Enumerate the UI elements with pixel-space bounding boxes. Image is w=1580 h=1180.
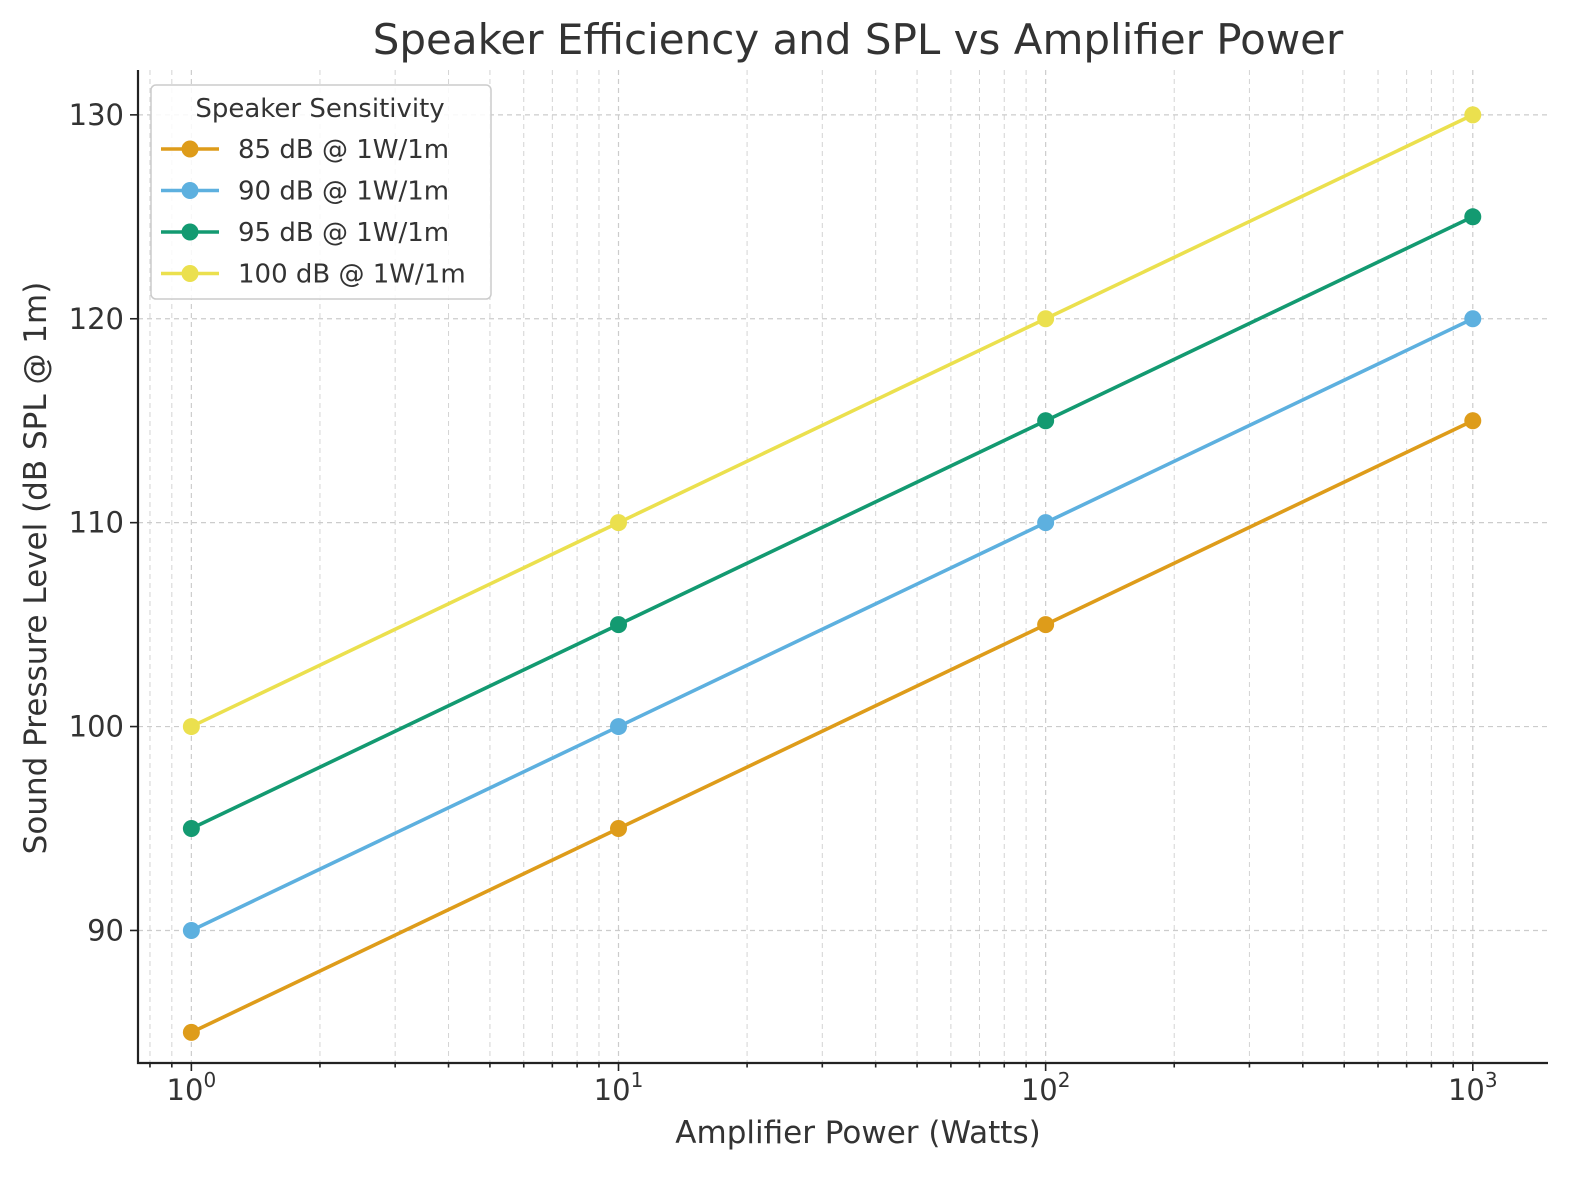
series-3 [182,106,1482,736]
data-point [1464,208,1482,226]
series-line [190,419,1474,1035]
x-tick-label: 100 [167,1068,217,1107]
data-point [182,820,200,838]
y-tick-label: 90 [87,913,124,947]
legend-label: 85 dB @ 1W/1m [238,135,449,165]
legend-label: 90 dB @ 1W/1m [238,177,449,207]
series-0 [182,412,1482,1041]
y-tick-label: 130 [69,98,124,132]
axis-spines [136,70,1548,1065]
series-layer [182,106,1482,1041]
series-2 [182,208,1482,838]
legend-item: 100 dB @ 1W/1m [161,260,466,290]
chart-title: Speaker Efficiency and SPL vs Amplifier … [373,15,1344,64]
x-tick-base: 10 [167,1073,204,1107]
x-tick-label: 102 [1021,1068,1071,1107]
legend-swatch-marker [181,140,199,158]
x-tick-exponent: 2 [1058,1068,1071,1092]
series-line [190,317,1474,933]
data-point [610,820,628,838]
x-tick-exponent: 1 [631,1068,644,1092]
legend-swatch-marker [181,182,199,199]
x-tick-label: 103 [1448,1068,1498,1107]
series-line [190,113,1474,729]
series-line [190,215,1474,831]
y-axis-label: Sound Pressure Level (dB SPL @ 1m) [18,282,54,855]
axes [136,70,1548,1065]
data-point [610,616,628,634]
x-tick-label: 101 [594,1068,644,1107]
y-tick-label: 120 [69,302,124,336]
data-point [1037,616,1055,634]
legend-swatch-marker [181,223,199,241]
legend-item: 85 dB @ 1W/1m [161,135,449,165]
legend-swatch-marker [181,265,199,282]
data-point [1464,106,1482,124]
data-point [1037,412,1055,430]
x-tick-base: 10 [1448,1073,1485,1107]
legend-frame [150,84,492,300]
data-point [1037,514,1055,532]
data-point [182,718,200,736]
x-tick-base: 10 [594,1073,631,1107]
data-point [1464,310,1482,328]
legend-title: Speaker Sensitivity [195,94,444,124]
legend-label: 100 dB @ 1W/1m [238,260,466,290]
legend-item: 90 dB @ 1W/1m [161,177,449,207]
y-tick-label: 110 [69,506,124,540]
x-tick-base: 10 [1021,1073,1058,1107]
legend-item: 95 dB @ 1W/1m [161,218,449,248]
series-1 [182,310,1482,939]
data-point [1464,412,1482,430]
legend: Speaker Sensitivity 85 dB @ 1W/1m 90 dB @ … [150,84,492,300]
x-tick-exponent: 0 [203,1068,216,1092]
x-axis-label: Amplifier Power (Watts) [675,1115,1040,1151]
data-point [610,514,628,532]
data-point [610,718,628,736]
data-point [182,1023,200,1041]
data-point [1037,310,1055,328]
x-tick-exponent: 3 [1485,1068,1498,1092]
data-point [182,921,200,939]
legend-label: 95 dB @ 1W/1m [238,218,449,248]
y-tick-label: 100 [69,710,124,744]
